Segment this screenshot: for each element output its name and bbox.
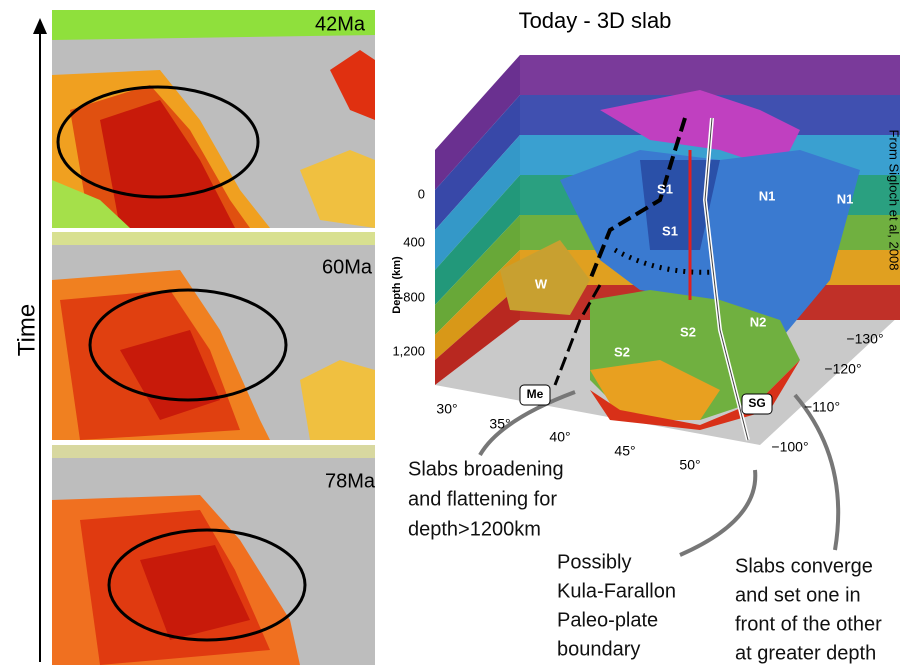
- lat-tick: 50°: [679, 457, 700, 473]
- lat-tick: 30°: [436, 401, 457, 417]
- annotation-line: Possibly: [557, 551, 631, 573]
- age-label: 42Ma: [315, 13, 366, 35]
- depth-tick: 800: [403, 289, 425, 304]
- slab-label: N1: [837, 191, 854, 206]
- annotation-line: Slabs converge: [735, 555, 873, 577]
- annotation-line: and set one in: [735, 584, 861, 606]
- slab-label: W: [535, 276, 548, 291]
- credit: From Sigloch et al, 2008: [887, 130, 902, 271]
- annotation-arrow: [795, 395, 838, 550]
- boxed-label: SG: [748, 396, 765, 410]
- slab-title: Today - 3D slab: [519, 8, 672, 33]
- figure: Time 42Ma 60Ma 78Ma Today - 3D slab: [0, 0, 912, 670]
- slab-label: S2: [680, 324, 696, 339]
- annotation-line: front of the other: [735, 613, 882, 635]
- time-label: Time: [13, 304, 40, 356]
- slab-box: [435, 55, 900, 445]
- lat-tick: 35°: [489, 416, 510, 432]
- lon-tick: −130°: [846, 331, 883, 347]
- annotation-line: depth>1200km: [408, 518, 541, 540]
- lat-tick: 40°: [549, 429, 570, 445]
- annotation-arrow: [680, 470, 755, 555]
- slab-label: S1: [657, 181, 673, 196]
- slab-label: S2: [614, 344, 630, 359]
- depth-tick: 400: [403, 234, 425, 249]
- map-panel: [52, 10, 375, 228]
- annotation-line: Paleo-plate: [557, 609, 658, 631]
- depth-tick: 0: [418, 186, 425, 201]
- annotation-line: boundary: [557, 638, 640, 660]
- annotation-line: at greater depth: [735, 642, 876, 664]
- lon-tick: −110°: [804, 399, 840, 415]
- annotation-line: Kula-Farallon: [557, 580, 676, 602]
- annotation-line: and flattening for: [408, 488, 557, 510]
- annotation-line: Slabs broadening: [408, 458, 564, 480]
- slab-label: N2: [750, 314, 767, 329]
- boxed-label: Me: [527, 387, 544, 401]
- lon-tick: −120°: [824, 361, 861, 377]
- lat-tick: 45°: [614, 443, 635, 459]
- slab-label: N1: [759, 188, 776, 203]
- arrow-head: [33, 18, 47, 34]
- depth-axis-label: Depth (km): [391, 256, 403, 314]
- age-label: 78Ma: [325, 470, 376, 492]
- depth-tick: 1,200: [392, 343, 425, 358]
- lon-tick: −100°: [771, 439, 808, 455]
- age-label: 60Ma: [322, 256, 373, 278]
- slab-label: S1: [662, 223, 678, 238]
